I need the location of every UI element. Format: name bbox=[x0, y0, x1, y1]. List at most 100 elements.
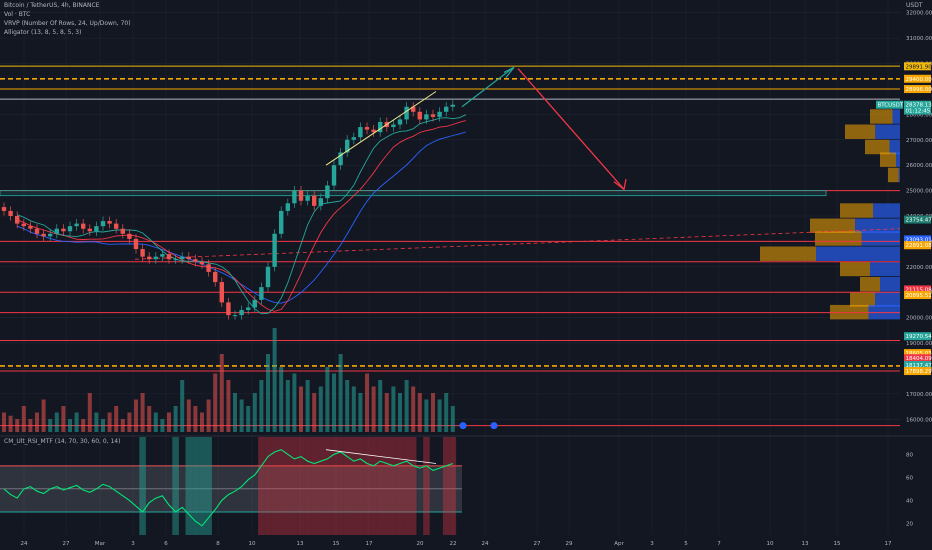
rsi-axis-label: 80 bbox=[906, 452, 913, 458]
legend-vrvp[interactable]: VRVP (Number Of Rows, 24, Up/Down, 70) bbox=[4, 20, 131, 27]
price-tag-text: 29400.00 bbox=[906, 77, 932, 83]
alligator-line bbox=[17, 131, 467, 304]
volume-bar bbox=[153, 412, 158, 432]
price-tag-text: 29891.90 bbox=[906, 64, 932, 70]
candle-body bbox=[437, 111, 442, 117]
price-tag-bg bbox=[904, 349, 931, 358]
vp-bar-up bbox=[860, 276, 880, 292]
price-axis-label: 17000.00 bbox=[906, 392, 932, 398]
candle-body bbox=[114, 223, 119, 229]
rsi-ob-highlight bbox=[330, 437, 338, 535]
price-tag-bg bbox=[904, 100, 931, 109]
date-axis-label: 10 bbox=[249, 541, 256, 547]
price-tag-text: 28996.00 bbox=[906, 87, 932, 93]
rsi-ob-highlight bbox=[390, 437, 397, 535]
volume-bar bbox=[325, 367, 330, 432]
volume-bar bbox=[206, 399, 211, 432]
candle-body bbox=[140, 249, 145, 257]
event-flag-icon bbox=[490, 422, 498, 430]
candle-body bbox=[404, 106, 409, 120]
volume-bar bbox=[292, 373, 297, 432]
price-axis-label: 16000.00 bbox=[906, 417, 932, 423]
volume-bar bbox=[173, 406, 178, 432]
candle-body bbox=[232, 315, 238, 317]
date-axis-label: 7 bbox=[717, 541, 721, 547]
rsi-ob-highlight bbox=[449, 437, 457, 535]
candle-body bbox=[133, 238, 139, 250]
price-tag-text: 19270.54 bbox=[906, 334, 932, 340]
candle-body bbox=[246, 307, 251, 311]
price-axis-label: 27000.00 bbox=[906, 138, 932, 144]
vp-bar-up bbox=[810, 218, 855, 233]
candle-body bbox=[180, 256, 185, 260]
candle-body bbox=[120, 228, 125, 234]
drawings[interactable] bbox=[325, 66, 627, 430]
candle-body bbox=[160, 254, 165, 257]
volume-bar bbox=[107, 412, 112, 432]
price-tag: 29400.00 bbox=[904, 74, 932, 83]
vp-bar-up bbox=[760, 246, 816, 261]
volume-bar bbox=[411, 386, 416, 432]
date-axis[interactable]: 24 27 Mar 3 6 8 10 13 15 17 20 22 24 27 29 Apr 3 5 7 10 13 15… bbox=[21, 541, 892, 547]
rsi-ob-highlight bbox=[343, 437, 351, 535]
price-axis-label: 31000.00 bbox=[906, 36, 932, 42]
candles[interactable] bbox=[1, 100, 455, 320]
legend-volume[interactable]: Vol · BTC bbox=[4, 11, 31, 18]
volume-bar bbox=[239, 399, 244, 432]
price-tag-text: 22891.08 bbox=[906, 243, 932, 249]
volume-bar bbox=[134, 399, 138, 432]
price-axis-label: 28000.00 bbox=[906, 112, 932, 118]
alligator-lines bbox=[17, 114, 467, 315]
candle-body bbox=[298, 190, 304, 201]
date-axis-label: 27 bbox=[63, 541, 70, 547]
volume-bar bbox=[398, 393, 402, 432]
candle-body bbox=[153, 256, 158, 260]
legend-rsi[interactable]: CM_Ult_RSI_MTF (14, 70, 30, 60, 0, 14) bbox=[4, 438, 121, 445]
volume-bar bbox=[120, 419, 125, 432]
price-tag-bg bbox=[904, 285, 931, 294]
volume-bar bbox=[200, 412, 204, 432]
candle-body bbox=[318, 198, 323, 206]
candle-body bbox=[265, 266, 271, 288]
volume-bar bbox=[48, 419, 53, 432]
volume-bar bbox=[15, 419, 20, 432]
vp-bar-down bbox=[870, 261, 900, 277]
rsi-ob-highlight bbox=[264, 437, 272, 535]
candle-body bbox=[305, 195, 310, 201]
volume-bar bbox=[193, 406, 198, 432]
vp-bar-up bbox=[845, 124, 876, 139]
vp-bar-down bbox=[875, 124, 900, 139]
volume-bar bbox=[180, 380, 185, 432]
price-tag: 18404.09 bbox=[904, 354, 932, 363]
volume-bar bbox=[81, 419, 86, 432]
price-tag-bg bbox=[904, 241, 931, 250]
volume-bar bbox=[444, 393, 449, 432]
volume-bar bbox=[114, 406, 119, 432]
date-axis-label: 6 bbox=[164, 541, 168, 547]
arrow-down bbox=[517, 68, 625, 190]
date-axis-label: 20 bbox=[417, 541, 424, 547]
rsi-axis-label: 20 bbox=[906, 521, 913, 527]
price-axis-label: 20000.00 bbox=[906, 316, 932, 322]
candle-body bbox=[206, 264, 211, 272]
rsi-os-highlight bbox=[172, 437, 179, 535]
rsi-ob-highlight bbox=[297, 437, 305, 535]
volume-bar bbox=[384, 393, 389, 432]
price-tag-text: 23093.01 bbox=[906, 237, 932, 243]
vp-bar-up bbox=[865, 139, 890, 155]
price-tag-text: 18404.09 bbox=[906, 356, 932, 362]
legend-symbol[interactable]: Bitcoin / TetherUS, 4h, BINANCE bbox=[4, 2, 100, 9]
date-axis-label: 13 bbox=[802, 541, 809, 547]
rsi-line bbox=[3, 449, 453, 527]
candle-body bbox=[430, 114, 436, 117]
price-axis-label: 32000.00 bbox=[906, 11, 932, 17]
volume-bar bbox=[266, 354, 270, 432]
candle-body bbox=[15, 216, 20, 224]
rsi-os-highlight bbox=[139, 437, 146, 535]
candle-body bbox=[411, 106, 416, 112]
legend-alligator[interactable]: Alligator (13, 8, 5, 8, 5, 3) bbox=[4, 29, 82, 36]
price-tag-text: 28378.13 bbox=[906, 103, 932, 109]
volume-bar bbox=[437, 399, 442, 432]
